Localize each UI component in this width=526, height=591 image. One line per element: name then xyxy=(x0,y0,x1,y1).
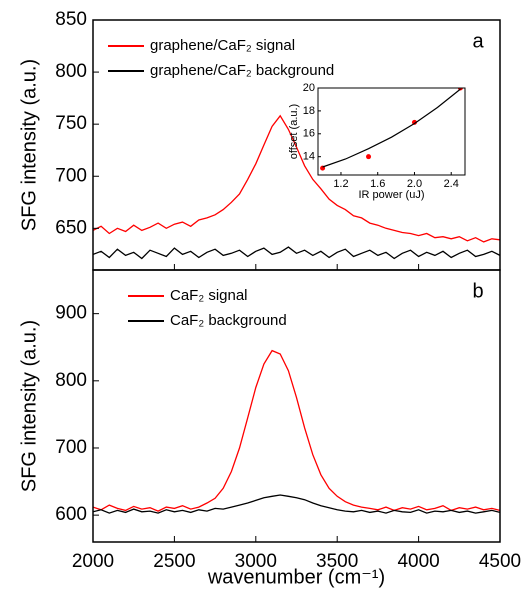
legend-label: graphene/CaF₂ background xyxy=(150,62,334,79)
x-tick-label: 3500 xyxy=(316,551,358,572)
x-tick-label: 1.6 xyxy=(370,178,385,190)
legend-label: CaF₂ background xyxy=(170,312,287,329)
y-tick-label: 900 xyxy=(55,303,87,324)
y-tick-label: 750 xyxy=(55,113,87,134)
x-axis-label: IR power (uJ) xyxy=(358,189,424,201)
y-axis-label: offset (a.u.) xyxy=(288,104,300,159)
legend-label: CaF₂ signal xyxy=(170,287,248,304)
y-axis-label: SFG intensity (a.u.) xyxy=(18,320,40,492)
axes-frame xyxy=(92,269,501,543)
y-tick-label: 650 xyxy=(55,217,87,238)
y-axis-label: SFG intensity (a.u.) xyxy=(18,59,40,231)
x-axis-label: wavenumber (cm⁻¹) xyxy=(207,566,385,588)
y-tick-label: 20 xyxy=(303,82,315,94)
series-line xyxy=(93,349,500,512)
legend-label: graphene/CaF₂ signal xyxy=(150,37,295,54)
inset-background xyxy=(318,88,465,175)
plot-area xyxy=(93,349,500,514)
series-line xyxy=(93,246,500,260)
x-tick-label: 4000 xyxy=(397,551,439,572)
y-tick-label: 14 xyxy=(303,151,315,163)
x-tick-label: 4500 xyxy=(479,551,521,572)
y-tick-label: 700 xyxy=(55,437,87,458)
y-tick-label: 800 xyxy=(55,370,87,391)
series-line xyxy=(93,114,500,243)
x-tick-label: 2500 xyxy=(153,551,195,572)
axes-frame xyxy=(317,87,466,176)
x-tick-label: 3000 xyxy=(235,551,277,572)
panel: 650 700 750 800 850 SFG intensity (a.u.) a grap… xyxy=(18,9,501,271)
x-tick-label: 1.2 xyxy=(333,178,348,190)
inset: 14 16 18 20 1.2 1.6 2.0 2.4 offset (a.u.) IR powe… xyxy=(288,82,466,201)
x-tick-label: 2.4 xyxy=(444,178,459,190)
y-tick-label: 800 xyxy=(55,61,87,82)
data-point xyxy=(366,154,372,160)
panel: 600 700 800 900 2000 2500 3000 3500 4000 4500 SFG … xyxy=(18,269,521,588)
x-tick-label: 2000 xyxy=(72,551,114,572)
panel-label: b xyxy=(472,280,483,302)
plot-area xyxy=(93,114,500,260)
x-tick-label: 2.0 xyxy=(407,178,422,190)
y-tick-label: 700 xyxy=(55,165,87,186)
y-tick-label: 600 xyxy=(55,504,87,525)
series-line xyxy=(322,88,461,168)
series-line xyxy=(93,494,500,514)
y-tick-label: 18 xyxy=(303,105,315,117)
y-tick-label: 16 xyxy=(303,128,315,140)
y-tick-label: 850 xyxy=(55,9,87,30)
plot-area xyxy=(320,88,463,171)
panel-label: a xyxy=(472,30,484,52)
